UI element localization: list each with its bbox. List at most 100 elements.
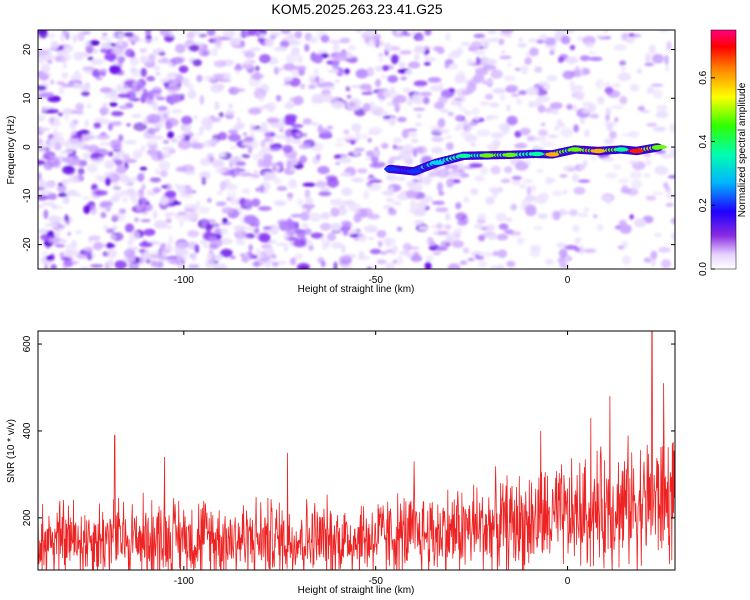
heatmap-noise-cell [290, 257, 297, 266]
heatmap-noise-cell [122, 153, 131, 164]
heatmap-noise-cell [579, 55, 591, 62]
heatmap-noise-cell [39, 73, 49, 81]
heatmap-noise-cell [287, 193, 293, 201]
heatmap-noise-cell [629, 171, 642, 180]
heatmap-noise-cell [201, 117, 214, 125]
heatmap-noise-cell [158, 160, 171, 171]
heatmap-noise-cell [391, 251, 397, 255]
heatmap-noise-cell [110, 235, 116, 240]
heatmap-noise-cell [300, 211, 310, 221]
heatmap-noise-cell [457, 93, 463, 99]
heatmap-noise-cell [41, 181, 56, 188]
heatmap-noise-cell [366, 30, 376, 38]
heatmap-noise-cell [215, 168, 226, 174]
heatmap-noise-cell [216, 190, 223, 196]
heatmap-noise-cell [212, 73, 225, 78]
heatmap-noise-cell [157, 150, 163, 160]
heatmap-noise-cell [112, 121, 122, 127]
heatmap-noise-cell [575, 93, 584, 101]
heatmap-noise-cell [38, 85, 47, 91]
heatmap-noise-cell [277, 67, 284, 72]
heatmap-noise-cell [671, 231, 675, 241]
heatmap-noise-cell [375, 78, 381, 88]
heatmap-noise-cell [320, 235, 326, 244]
heatmap-noise-cell [73, 51, 84, 61]
heatmap-noise-cell [140, 197, 148, 204]
heatmap-noise-cell [83, 53, 90, 58]
heatmap-noise-cell [66, 138, 81, 145]
heatmap-noise-cell [487, 233, 498, 241]
heatmap-noise-cell [378, 240, 383, 248]
heatmap-noise-cell [424, 30, 432, 36]
heatmap-noise-cell [109, 139, 122, 148]
heatmap-noise-cell [175, 43, 186, 54]
heatmap-noise-cell [331, 60, 340, 69]
heatmap-noise-cell [143, 228, 156, 236]
heatmap-noise-cell [293, 95, 304, 106]
heatmap-noise-cell [47, 237, 57, 244]
heatmap-y-tick-label: 10 [22, 92, 33, 104]
snr-frame [37, 330, 676, 571]
heatmap-noise-cell [153, 220, 168, 229]
snr-y-tick-label: 400 [22, 422, 33, 439]
heatmap-noise-cell [142, 203, 153, 212]
heatmap-noise-cell [388, 186, 394, 194]
heatmap-noise-cell [226, 192, 232, 197]
heatmap-noise-cell [196, 74, 203, 83]
heatmap-noise-cell [492, 88, 507, 94]
heatmap-noise-cell [46, 33, 56, 39]
heatmap-noise-cell [157, 58, 171, 64]
heatmap-noise-cell [191, 252, 197, 262]
heatmap-noise-cell [355, 131, 361, 141]
heatmap-noise-cell [365, 150, 376, 157]
heatmap-noise-cell [123, 32, 134, 38]
heatmap-noise-cell [293, 239, 307, 248]
heatmap-noise-cell [382, 89, 391, 98]
heatmap-noise-cell [138, 249, 146, 253]
heatmap-noise-cell [70, 260, 79, 265]
heatmap-noise-cell [577, 35, 584, 42]
heatmap-noise-cell [392, 259, 397, 264]
heatmap-noise-cell [499, 94, 506, 101]
heatmap-noise-cell [559, 122, 566, 128]
heatmap-noise-cell [77, 31, 85, 42]
heatmap-noise-cell [120, 208, 127, 214]
heatmap-noise-cell [82, 66, 95, 71]
heatmap-signal-peak [456, 153, 471, 158]
heatmap-noise-cell [369, 162, 383, 168]
heatmap-noise-cell [183, 42, 193, 47]
heatmap-noise-cell [106, 248, 118, 259]
heatmap-noise-cell [184, 171, 196, 176]
heatmap-noise-cell [431, 136, 444, 143]
heatmap-noise-cell [416, 201, 428, 210]
heatmap-noise-cell [499, 55, 512, 60]
heatmap-noise-cell [208, 235, 218, 241]
heatmap-noise-cell [250, 173, 260, 178]
heatmap-noise-cell [412, 208, 427, 217]
chart-title: KOM5.2025.263.23.41.G25 [271, 1, 443, 17]
heatmap-noise-cell [529, 47, 539, 56]
heatmap-noise-cell [114, 190, 124, 198]
heatmap-noise-cell [541, 141, 554, 147]
heatmap-noise-cell [187, 230, 200, 238]
heatmap-noise-cell [331, 100, 345, 109]
heatmap-noise-cell [258, 232, 271, 243]
heatmap-noise-cell [669, 123, 675, 133]
heatmap-noise-cell [437, 230, 449, 236]
heatmap-noise-cell [394, 33, 404, 38]
heatmap-noise-cell [629, 214, 634, 220]
heatmap-noise-cell [274, 134, 288, 139]
heatmap-noise-cell [511, 93, 520, 97]
heatmap-noise-cell [247, 30, 257, 36]
heatmap-noise-cell [94, 190, 108, 196]
heatmap-noise-cell [643, 152, 652, 158]
heatmap-noise-cell [203, 75, 217, 82]
heatmap-noise-cell [249, 47, 262, 52]
heatmap-noise-cell [532, 136, 547, 142]
heatmap-noise-cell [173, 80, 181, 85]
heatmap-noise-cell [593, 214, 598, 219]
heatmap-noise-cell [236, 161, 246, 167]
heatmap-noise-cell [473, 33, 486, 39]
heatmap-noise-cell [273, 200, 287, 207]
heatmap-signal-peak [629, 148, 644, 154]
